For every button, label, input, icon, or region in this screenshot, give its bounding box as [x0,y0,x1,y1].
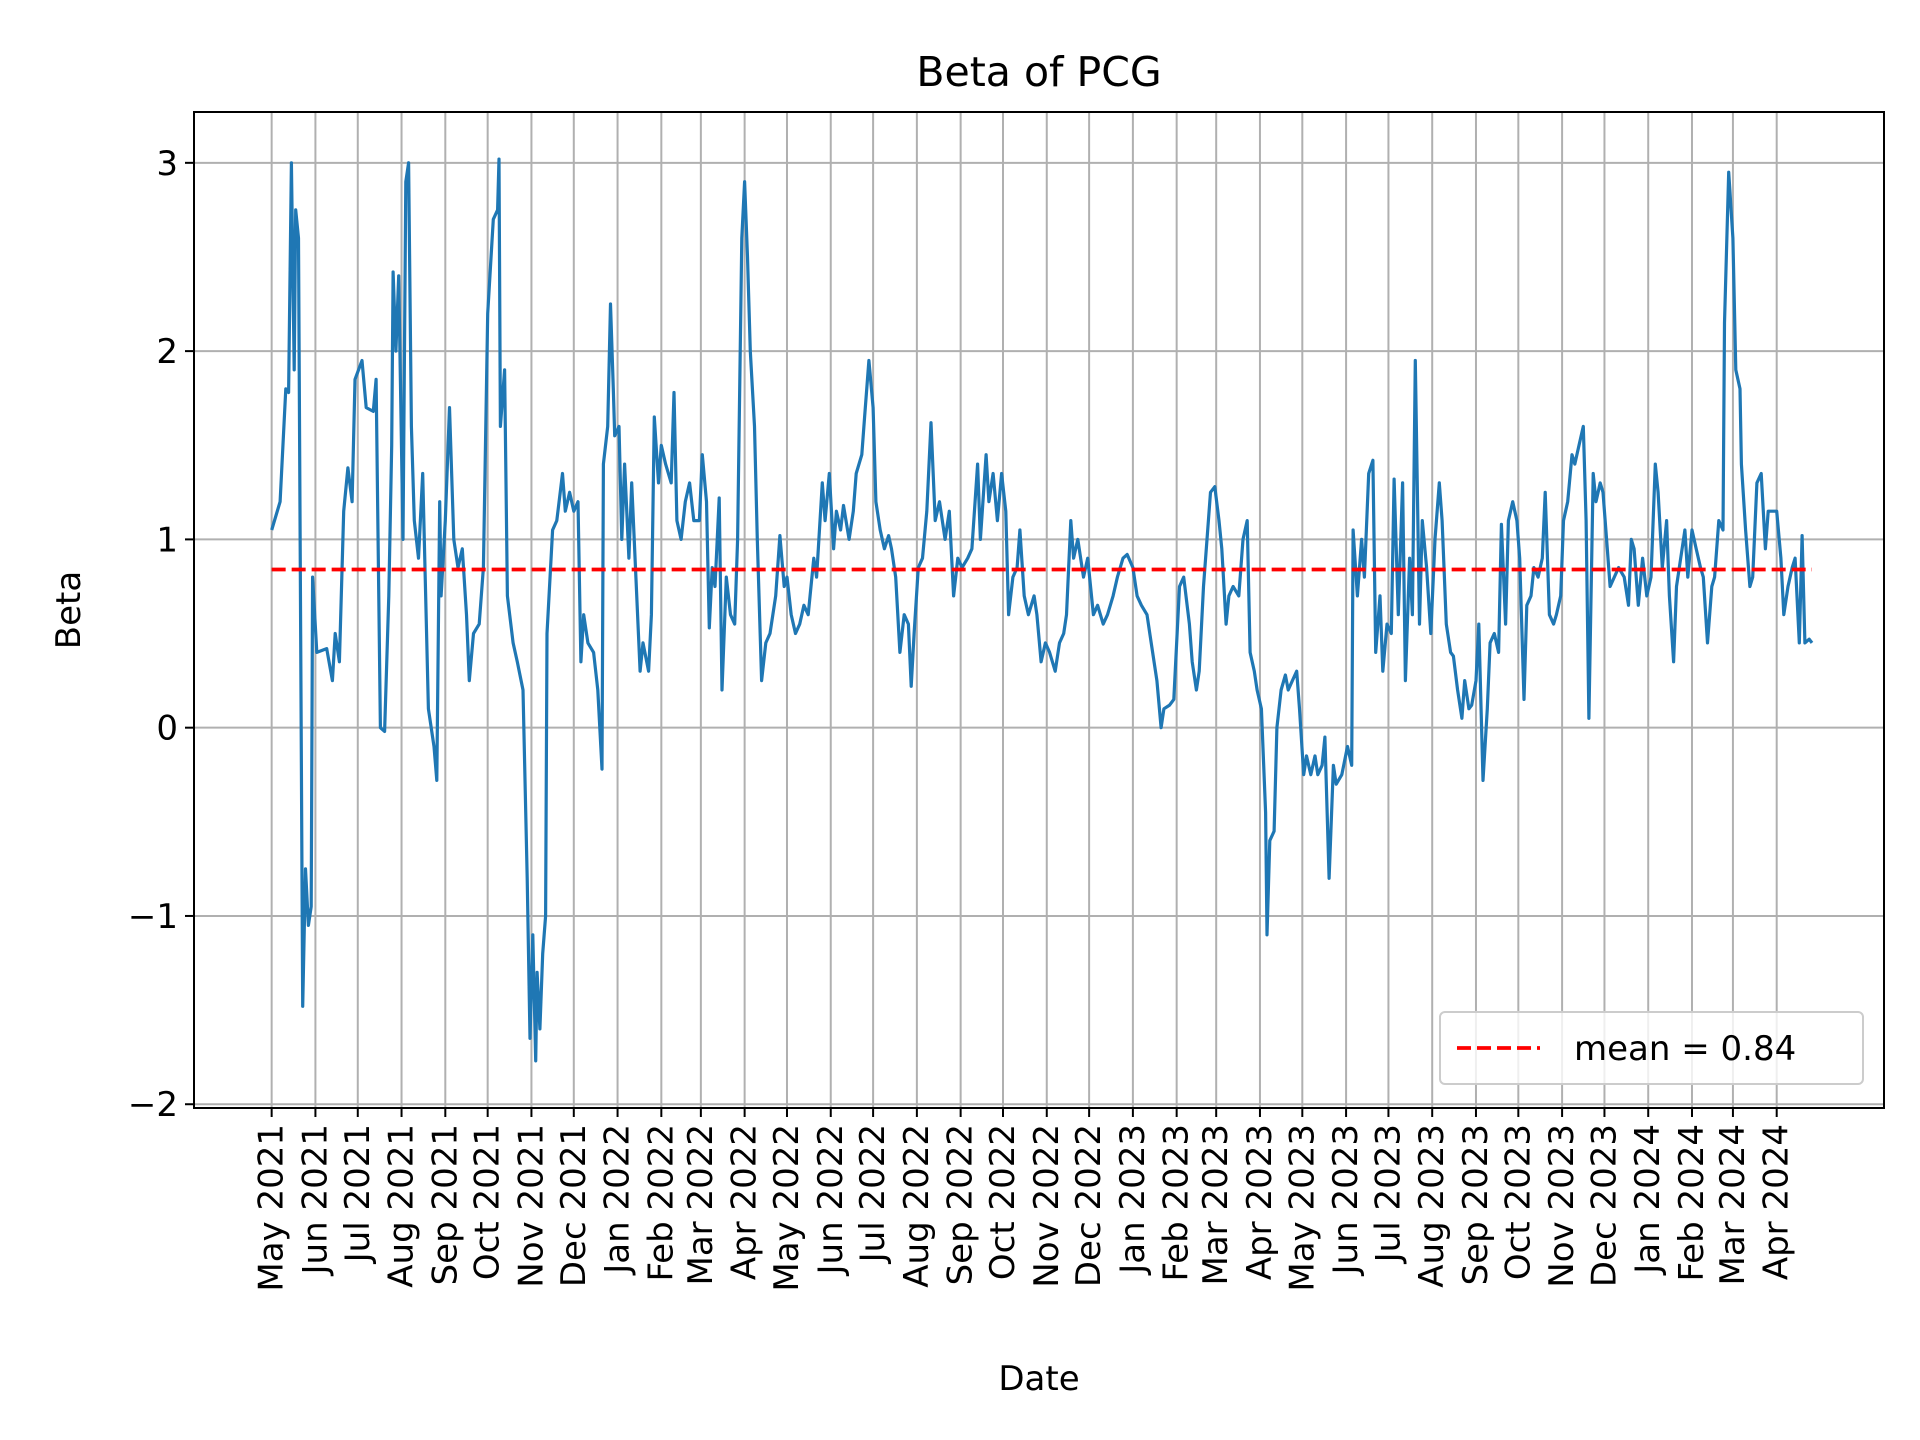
x-tick-label: Aug 2022 [897,1124,937,1288]
x-tick-label: Feb 2023 [1157,1124,1197,1282]
x-tick-label: Sep 2021 [425,1124,465,1285]
x-tick-label: May 2022 [767,1124,807,1292]
grid [194,112,1884,1108]
x-tick-label: Sep 2023 [1456,1124,1496,1285]
plot-area [270,157,1814,1063]
y-tick-label: 0 [156,709,178,749]
beta-series-line [270,157,1814,1063]
x-tick-label: Jul 2021 [338,1124,378,1264]
x-tick-label: Jul 2023 [1368,1124,1408,1264]
x-tick-label: Oct 2022 [983,1124,1023,1280]
x-tick-label: Jan 2023 [1113,1124,1153,1276]
y-axis-label: Beta [49,571,89,649]
x-tick-label: Apr 2023 [1240,1124,1280,1280]
x-tick-label: May 2023 [1282,1124,1322,1292]
y-tick-label: −2 [128,1085,178,1125]
x-tick-label: Aug 2023 [1412,1124,1452,1288]
legend-box [1439,1011,1864,1085]
x-tick-label: Sep 2022 [941,1124,981,1285]
x-tick-label: Oct 2023 [1498,1124,1538,1280]
y-tick-label: 1 [156,520,178,560]
x-tick-label: Jun 2022 [811,1124,851,1276]
y-tick-label: 2 [156,332,178,372]
x-tick-label: Jan 2022 [598,1124,638,1276]
x-tick-label: Apr 2022 [725,1124,765,1280]
x-tick-label: Nov 2021 [511,1124,551,1288]
x-tick-label: Dec 2021 [554,1124,594,1287]
x-tick-label: Aug 2021 [382,1124,422,1288]
chart-title: Beta of PCG [916,48,1161,96]
axes-frame [193,111,1885,1109]
ticks: May 2021 Jun 2021 Jul 2021 Aug 2021 Sep 2021… [128,144,1797,1292]
legend-mean-label: mean = 0.84 [1574,1029,1796,1069]
x-axis-label: Date [998,1359,1079,1399]
x-tick-label: Oct 2021 [468,1124,508,1280]
x-tick-label: Mar 2023 [1196,1124,1236,1285]
x-tick-label: Nov 2023 [1542,1124,1582,1288]
x-tick-label: Dec 2022 [1069,1124,1109,1287]
x-tick-label: Nov 2022 [1027,1124,1067,1288]
y-tick-label: −1 [128,897,178,937]
x-tick-label: Mar 2022 [681,1124,721,1285]
x-tick-label: Jan 2024 [1628,1124,1668,1276]
x-tick-label: Jun 2023 [1326,1124,1366,1276]
x-tick-label: Jul 2022 [853,1124,893,1264]
x-tick-label: Feb 2022 [641,1124,681,1282]
x-tick-label: Dec 2023 [1584,1124,1624,1287]
x-tick-label: Mar 2024 [1713,1124,1753,1285]
y-tick-label: 3 [156,144,178,184]
x-tick-label: Feb 2024 [1672,1124,1712,1282]
x-tick-label: Apr 2024 [1757,1124,1797,1280]
x-tick-label: Jun 2021 [295,1124,335,1276]
x-tick-label: May 2021 [252,1124,292,1292]
legend: mean = 0.84 [1439,1011,1864,1085]
